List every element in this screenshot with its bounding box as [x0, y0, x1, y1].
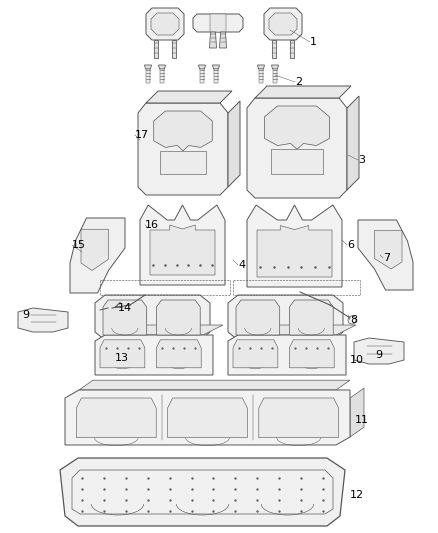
Polygon shape	[271, 149, 323, 174]
Text: 12: 12	[350, 490, 364, 500]
Polygon shape	[81, 229, 109, 271]
Polygon shape	[258, 65, 265, 69]
Polygon shape	[146, 69, 150, 83]
Polygon shape	[79, 380, 350, 390]
Polygon shape	[233, 340, 278, 368]
Polygon shape	[228, 335, 346, 375]
Polygon shape	[193, 14, 243, 32]
Text: 7: 7	[383, 253, 390, 263]
Polygon shape	[265, 106, 329, 149]
Polygon shape	[247, 205, 342, 287]
Polygon shape	[138, 103, 228, 195]
Polygon shape	[95, 335, 213, 375]
Polygon shape	[290, 300, 333, 335]
Polygon shape	[168, 398, 247, 438]
Polygon shape	[374, 230, 402, 269]
Polygon shape	[200, 69, 204, 83]
Polygon shape	[18, 308, 68, 332]
Text: 17: 17	[135, 130, 149, 140]
Polygon shape	[272, 65, 279, 69]
Polygon shape	[228, 101, 240, 187]
Polygon shape	[214, 69, 218, 83]
Polygon shape	[212, 65, 219, 69]
Polygon shape	[154, 40, 158, 58]
Polygon shape	[146, 91, 232, 103]
Polygon shape	[290, 40, 294, 58]
Polygon shape	[259, 69, 263, 83]
Polygon shape	[210, 14, 226, 32]
Text: 3: 3	[358, 155, 365, 165]
Polygon shape	[209, 32, 216, 48]
Text: 13: 13	[115, 353, 129, 363]
Text: 1: 1	[310, 37, 317, 47]
Polygon shape	[103, 300, 147, 335]
Polygon shape	[76, 398, 156, 438]
Polygon shape	[350, 388, 364, 437]
Text: 4: 4	[238, 260, 245, 270]
Text: 6: 6	[347, 240, 354, 250]
Polygon shape	[156, 300, 200, 335]
Text: 10: 10	[350, 355, 364, 365]
Text: 9: 9	[22, 310, 29, 320]
Polygon shape	[228, 295, 343, 340]
Polygon shape	[154, 111, 212, 151]
Polygon shape	[95, 295, 210, 340]
Polygon shape	[65, 390, 350, 445]
Polygon shape	[145, 65, 152, 69]
Polygon shape	[255, 86, 351, 98]
Polygon shape	[160, 69, 164, 83]
Polygon shape	[236, 300, 280, 335]
Polygon shape	[247, 98, 347, 198]
Polygon shape	[264, 8, 302, 40]
Polygon shape	[259, 398, 339, 438]
Polygon shape	[219, 32, 226, 48]
Polygon shape	[156, 340, 201, 368]
Text: 14: 14	[118, 303, 132, 313]
Polygon shape	[354, 338, 404, 364]
Polygon shape	[358, 220, 413, 290]
Polygon shape	[257, 225, 332, 277]
Polygon shape	[108, 306, 146, 322]
Polygon shape	[172, 40, 176, 58]
Text: 9: 9	[375, 350, 382, 360]
Polygon shape	[290, 340, 334, 368]
Polygon shape	[272, 40, 276, 58]
Polygon shape	[159, 151, 206, 174]
Polygon shape	[273, 69, 277, 83]
Polygon shape	[150, 225, 215, 275]
Polygon shape	[70, 218, 125, 293]
Polygon shape	[238, 325, 356, 335]
Text: 8: 8	[350, 315, 357, 325]
Text: 2: 2	[295, 77, 302, 87]
Polygon shape	[347, 96, 359, 190]
Polygon shape	[198, 65, 205, 69]
Polygon shape	[105, 325, 223, 335]
Text: 15: 15	[72, 240, 86, 250]
Polygon shape	[60, 458, 345, 526]
Polygon shape	[146, 8, 184, 40]
Polygon shape	[269, 13, 297, 35]
Text: 11: 11	[355, 415, 369, 425]
Polygon shape	[151, 13, 179, 35]
Text: 16: 16	[145, 220, 159, 230]
Polygon shape	[100, 340, 145, 368]
Polygon shape	[159, 65, 166, 69]
Polygon shape	[140, 205, 225, 285]
